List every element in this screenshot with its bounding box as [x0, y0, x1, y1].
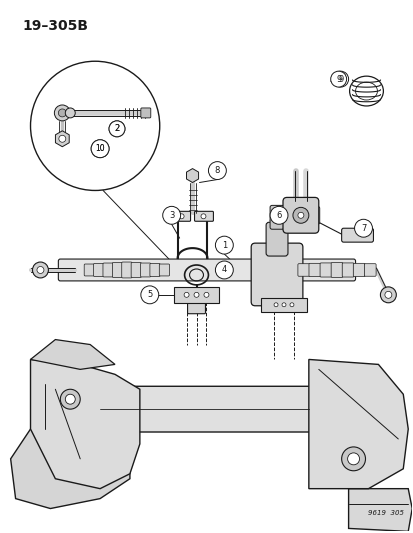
FancyBboxPatch shape: [77, 386, 390, 432]
Text: 4: 4: [221, 265, 226, 274]
Text: 9619  305: 9619 305: [368, 511, 404, 516]
Circle shape: [65, 108, 75, 118]
FancyBboxPatch shape: [308, 263, 320, 277]
Circle shape: [140, 286, 158, 304]
FancyBboxPatch shape: [297, 264, 309, 276]
Circle shape: [347, 453, 358, 465]
Text: 7: 7: [360, 224, 366, 233]
FancyBboxPatch shape: [103, 263, 113, 277]
Text: 2: 2: [114, 124, 119, 133]
Text: 8: 8: [214, 166, 220, 175]
Text: 19–305B: 19–305B: [22, 20, 88, 34]
FancyBboxPatch shape: [305, 206, 319, 224]
Circle shape: [162, 206, 180, 224]
Circle shape: [31, 61, 159, 190]
Text: 9: 9: [335, 75, 340, 84]
Circle shape: [297, 212, 303, 219]
Polygon shape: [11, 429, 130, 508]
FancyBboxPatch shape: [194, 211, 213, 221]
Circle shape: [179, 214, 184, 219]
Circle shape: [332, 71, 348, 87]
Text: 10: 10: [95, 144, 104, 153]
Circle shape: [59, 135, 66, 142]
Circle shape: [37, 266, 44, 273]
Circle shape: [215, 236, 233, 254]
Circle shape: [384, 292, 391, 298]
FancyBboxPatch shape: [342, 263, 353, 277]
FancyBboxPatch shape: [58, 259, 355, 281]
FancyBboxPatch shape: [173, 287, 219, 303]
Circle shape: [33, 262, 48, 278]
Circle shape: [269, 206, 287, 224]
Text: 2: 2: [114, 124, 119, 133]
FancyBboxPatch shape: [341, 228, 373, 242]
FancyBboxPatch shape: [140, 263, 150, 277]
FancyBboxPatch shape: [171, 211, 190, 221]
Text: 9: 9: [337, 75, 342, 84]
FancyBboxPatch shape: [266, 222, 287, 256]
Circle shape: [60, 389, 80, 409]
FancyBboxPatch shape: [121, 262, 132, 278]
Circle shape: [330, 71, 346, 87]
Circle shape: [184, 292, 189, 297]
Circle shape: [58, 109, 66, 117]
FancyBboxPatch shape: [319, 263, 331, 277]
Polygon shape: [55, 131, 69, 147]
Circle shape: [200, 214, 205, 219]
Circle shape: [292, 207, 308, 223]
FancyBboxPatch shape: [269, 205, 283, 229]
FancyBboxPatch shape: [282, 197, 318, 233]
Circle shape: [109, 121, 125, 137]
Polygon shape: [308, 359, 407, 489]
Circle shape: [109, 121, 125, 137]
Circle shape: [54, 105, 70, 121]
Polygon shape: [31, 359, 140, 489]
FancyBboxPatch shape: [84, 264, 94, 276]
FancyBboxPatch shape: [281, 206, 295, 224]
Text: 6: 6: [275, 211, 281, 220]
FancyBboxPatch shape: [159, 264, 169, 276]
Circle shape: [208, 161, 226, 180]
FancyBboxPatch shape: [330, 263, 342, 278]
FancyBboxPatch shape: [261, 298, 306, 312]
Circle shape: [91, 140, 109, 158]
Circle shape: [273, 303, 278, 307]
FancyBboxPatch shape: [150, 263, 160, 277]
Circle shape: [215, 261, 233, 279]
Text: 1: 1: [221, 240, 226, 249]
FancyBboxPatch shape: [251, 243, 302, 306]
Circle shape: [289, 303, 293, 307]
FancyBboxPatch shape: [93, 263, 104, 277]
Circle shape: [281, 303, 285, 307]
Polygon shape: [186, 168, 198, 182]
Text: 3: 3: [169, 211, 174, 220]
FancyBboxPatch shape: [140, 108, 150, 118]
Circle shape: [194, 292, 199, 297]
Circle shape: [380, 287, 395, 303]
Circle shape: [354, 219, 372, 237]
Circle shape: [341, 447, 365, 471]
Text: 10: 10: [95, 144, 104, 153]
FancyBboxPatch shape: [131, 263, 141, 278]
FancyBboxPatch shape: [112, 263, 122, 278]
Circle shape: [65, 394, 75, 404]
FancyBboxPatch shape: [352, 263, 364, 277]
FancyBboxPatch shape: [363, 264, 375, 276]
Text: 5: 5: [147, 290, 152, 300]
Polygon shape: [31, 340, 115, 369]
Circle shape: [204, 292, 209, 297]
Circle shape: [91, 140, 109, 158]
Polygon shape: [348, 489, 411, 531]
FancyBboxPatch shape: [187, 302, 205, 314]
